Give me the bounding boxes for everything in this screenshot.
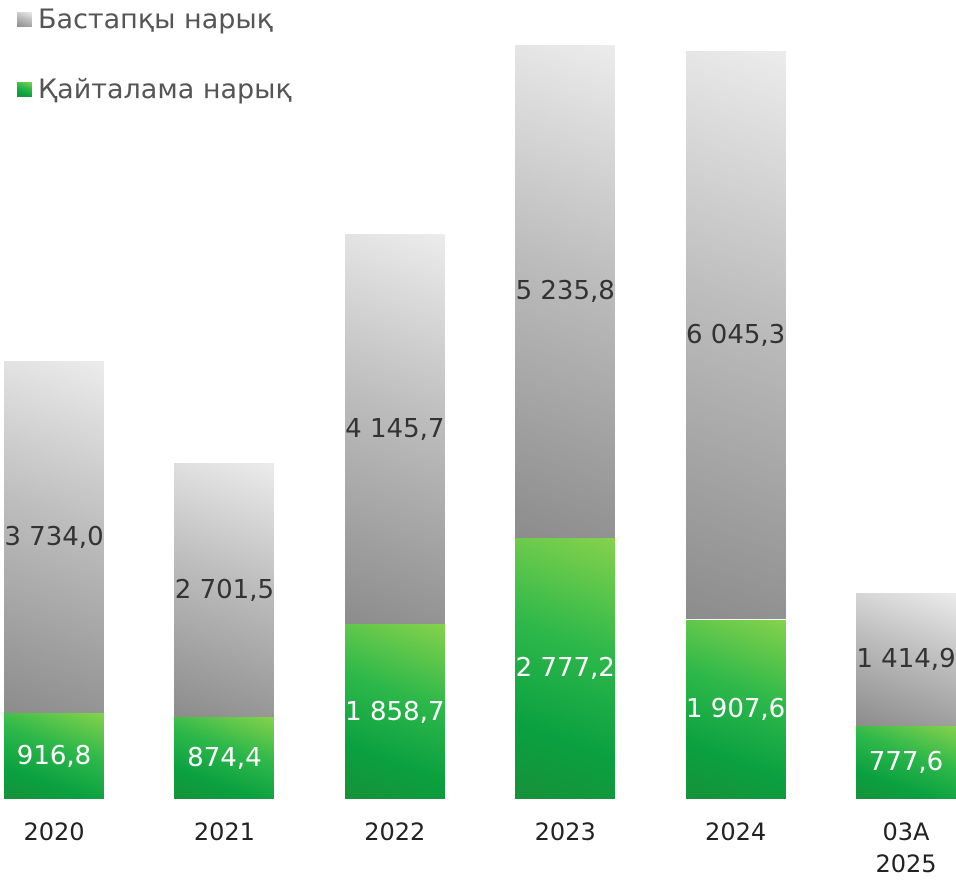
legend-swatch [17, 82, 32, 97]
value-label: 1 414,9 [856, 644, 956, 675]
bar-segment [4, 712, 104, 799]
bar-segment [685, 619, 786, 799]
value-label: 3 734,0 [4, 522, 104, 553]
bar-segment [344, 624, 445, 799]
value-label: 874,4 [187, 742, 262, 773]
value-label: 1 907,6 [685, 694, 786, 725]
bar-segment [174, 716, 275, 799]
value-label: 1 858,7 [345, 696, 445, 727]
legend-item: Қайталама нарық [17, 74, 292, 105]
value-label: 2 777,2 [515, 653, 615, 684]
value-label: 4 145,7 [345, 414, 445, 445]
x-tick-label: 2024 [705, 818, 767, 846]
x-tick-label: 03А 2025 [875, 818, 937, 878]
legend-label: Бастапқы нарық [38, 4, 274, 35]
bar-segment [174, 462, 275, 717]
bar-segment [856, 725, 956, 799]
bar-segment [685, 50, 786, 620]
x-tick-label: 2023 [534, 818, 596, 846]
x-tick-label: 2022 [364, 818, 426, 846]
bar-segment [856, 592, 956, 726]
x-tick-label: 2021 [193, 818, 255, 846]
value-label: 5 235,8 [515, 276, 615, 307]
value-label: 2 701,5 [174, 574, 275, 605]
value-label: 916,8 [16, 740, 92, 771]
value-label: 777,6 [868, 747, 944, 778]
bar-segment [515, 45, 616, 538]
bar-segment [344, 234, 445, 625]
bar-segment [515, 537, 616, 799]
value-label: 6 045,3 [685, 320, 786, 351]
legend-label: Қайталама нарық [38, 74, 292, 105]
legend-swatch [17, 12, 32, 27]
bar-segment [4, 361, 104, 713]
x-tick-label: 2020 [23, 818, 85, 846]
legend-item: Бастапқы нарық [17, 4, 273, 35]
